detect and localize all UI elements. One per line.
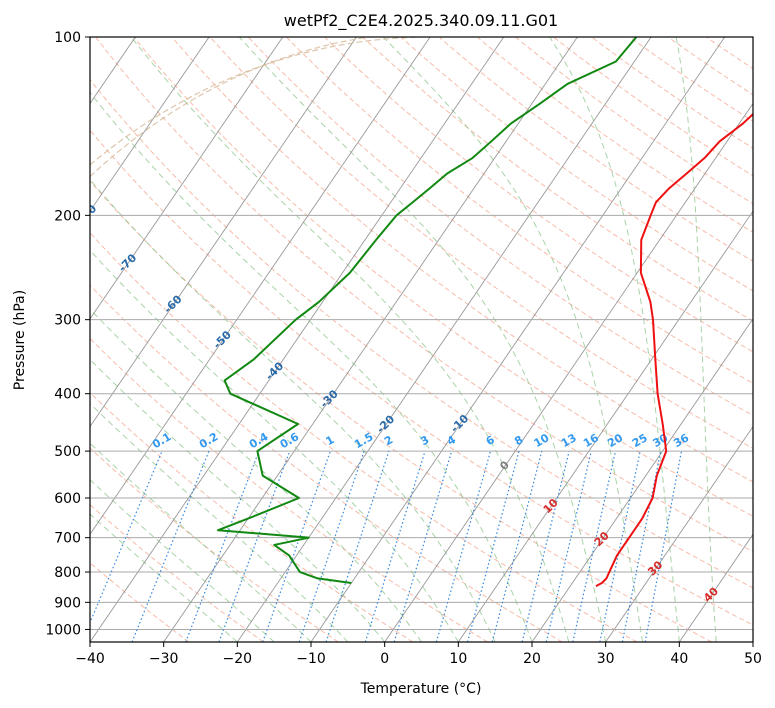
moist-adiabat-line <box>90 178 496 642</box>
mixing-ratio-line <box>466 450 520 642</box>
isotherm-line <box>90 37 505 642</box>
isotherm-line <box>90 37 431 536</box>
dewpoint-line <box>217 37 638 585</box>
dry-adiabat-line <box>210 37 753 449</box>
dry-adiabat-line <box>90 337 488 642</box>
y-tick-label: 900 <box>54 595 81 611</box>
moist-adiabat-line <box>90 513 238 642</box>
moist-adiabat-line <box>90 358 386 642</box>
mixing-ratio-line <box>491 450 543 642</box>
mixing-ratio-line <box>298 450 365 642</box>
dry-adiabat-line <box>90 78 753 589</box>
x-tick-label: 30 <box>597 651 615 667</box>
y-tick-label: 100 <box>54 30 81 46</box>
x-tick-label: −40 <box>75 651 105 667</box>
moist-adiabat-line <box>90 479 275 642</box>
mixing-ratio-line <box>599 450 641 642</box>
isotherm-line <box>678 533 753 642</box>
y-tick-label: 500 <box>54 444 81 460</box>
x-tick-label: −30 <box>149 651 179 667</box>
dry-adiabat-line <box>439 37 753 262</box>
y-tick-label: 200 <box>54 208 81 224</box>
mixing-ratio-line <box>621 450 662 642</box>
dry-adiabat-line <box>90 129 753 626</box>
isotherm-line <box>163 37 578 642</box>
x-tick-label: 10 <box>449 651 467 667</box>
dry-adiabat-line <box>95 37 753 553</box>
plot-area <box>90 37 753 642</box>
moist-adiabat-line <box>130 37 570 642</box>
x-tick-label: −20 <box>223 651 253 667</box>
isotherm-line <box>236 37 652 642</box>
mixing-ratio-line <box>325 450 390 642</box>
guide-arc <box>90 37 374 177</box>
isotherm-line <box>531 318 753 642</box>
x-tick-label: 0 <box>380 651 389 667</box>
isotherm-label: -80 <box>76 202 99 225</box>
y-tick-label: 400 <box>54 387 81 403</box>
isotherm-line <box>457 210 753 642</box>
mixing-ratio-line <box>545 450 592 642</box>
dry-adiabat-line <box>248 37 753 417</box>
mixing-ratio-line <box>262 450 331 642</box>
x-axis-label: Temperature (°C) <box>360 681 482 697</box>
mixing-ratio-line <box>435 450 492 642</box>
x-tick-label: 50 <box>744 651 762 667</box>
isotherm-line <box>90 37 210 212</box>
dry-adiabat-line <box>515 37 753 205</box>
isotherm-line <box>90 37 284 320</box>
moist-adiabat-line <box>238 37 607 642</box>
isotherm-line <box>310 37 726 642</box>
x-tick-label: 20 <box>523 651 541 667</box>
moist-adiabat-line <box>675 37 717 642</box>
y-tick-label: 1000 <box>45 622 81 638</box>
y-tick-label: 300 <box>54 313 81 329</box>
dry-adiabat-line <box>324 37 753 353</box>
y-axis-label: Pressure (hPa) <box>12 290 28 390</box>
dry-adiabat-line <box>90 284 563 642</box>
mixing-ratio-line <box>90 450 163 625</box>
chart-title: wetPf2_C2E4.2025.340.09.11.G01 <box>284 11 558 31</box>
mixing-ratio-line <box>572 450 617 642</box>
y-tick-label: 600 <box>54 491 81 507</box>
mixing-ratio-line <box>364 450 426 642</box>
moist-adiabat-line <box>90 91 533 642</box>
moist-adiabat-line <box>549 37 680 642</box>
plot-frame <box>89 36 754 643</box>
isotherm-line <box>90 37 357 428</box>
dry-adiabat-line <box>133 37 753 517</box>
y-tick-label: 700 <box>54 531 81 547</box>
mixing-ratio-line <box>644 450 683 642</box>
x-tick-label: −10 <box>296 651 326 667</box>
moist-adiabat-line <box>382 37 643 642</box>
temperature-line <box>595 112 753 587</box>
x-tick-label: 40 <box>670 651 688 667</box>
isotherm-line <box>384 102 753 642</box>
dry-adiabat-line <box>90 391 414 642</box>
dry-adiabat-line <box>286 37 753 384</box>
mixing-ratio-line <box>393 450 453 642</box>
y-tick-label: 800 <box>54 565 81 581</box>
mixing-ratio-line <box>521 450 570 642</box>
isotherm-line <box>605 425 753 642</box>
dry-adiabat-line <box>172 37 753 483</box>
axis-ticks: −40 −30 −20 −10 0 10 20 30 40 50 100 200 300 400 500 60… <box>45 30 762 667</box>
dry-adiabat-line <box>401 37 753 292</box>
